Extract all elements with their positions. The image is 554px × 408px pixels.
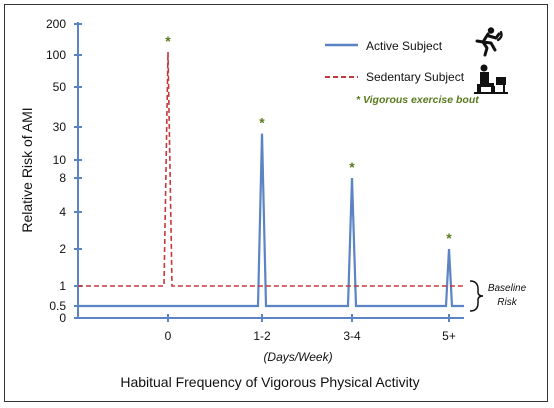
y-tick-label: 10 xyxy=(53,153,67,167)
y-tick-label: 4 xyxy=(59,205,66,219)
series-line-sedentary xyxy=(78,51,464,287)
x-tick-label: 5+ xyxy=(442,329,456,343)
y-tick-label: 30 xyxy=(53,120,67,134)
desk-worker-icon xyxy=(474,64,508,94)
baseline-label-line2: Risk xyxy=(497,297,517,308)
runner-icon xyxy=(475,27,503,57)
x-axis-title: Habitual Frequency of Vigorous Physical … xyxy=(120,374,419,390)
y-tick-label: 0.5 xyxy=(49,299,66,313)
y-tick-label: 50 xyxy=(53,80,67,94)
x-tick-label: 3-4 xyxy=(343,329,361,343)
peak-marker: * xyxy=(446,230,452,246)
legend: Active Subject Sedentary Subject * Vigor… xyxy=(325,27,508,106)
x-axis-units: (Days/Week) xyxy=(263,350,332,364)
y-tick-label: 100 xyxy=(46,48,66,62)
chart-frame xyxy=(4,4,548,402)
y-axis-title: Relative Risk of AMI xyxy=(19,107,35,232)
peak-marker: * xyxy=(259,115,265,131)
y-tick-label: 1 xyxy=(59,279,66,293)
y-tick-label: 200 xyxy=(46,17,66,31)
y-tick-label: 8 xyxy=(59,171,66,185)
legend-label-sedentary: Sedentary Subject xyxy=(366,70,465,84)
x-tick-label: 1-2 xyxy=(253,329,271,343)
y-tick-label: 2 xyxy=(59,242,66,256)
baseline-label-line1: Baseline xyxy=(488,283,527,294)
series-line-active xyxy=(78,133,464,308)
legend-label-active: Active Subject xyxy=(366,39,443,53)
y-tick-label: 0 xyxy=(59,311,66,325)
x-tick-label: 0 xyxy=(165,329,172,343)
legend-note: * Vigorous exercise bout xyxy=(356,94,479,106)
baseline-brace xyxy=(469,280,484,312)
peak-marker: * xyxy=(165,33,171,49)
baseline-annotation: Baseline Risk xyxy=(469,280,527,312)
peak-marker: * xyxy=(349,159,355,175)
